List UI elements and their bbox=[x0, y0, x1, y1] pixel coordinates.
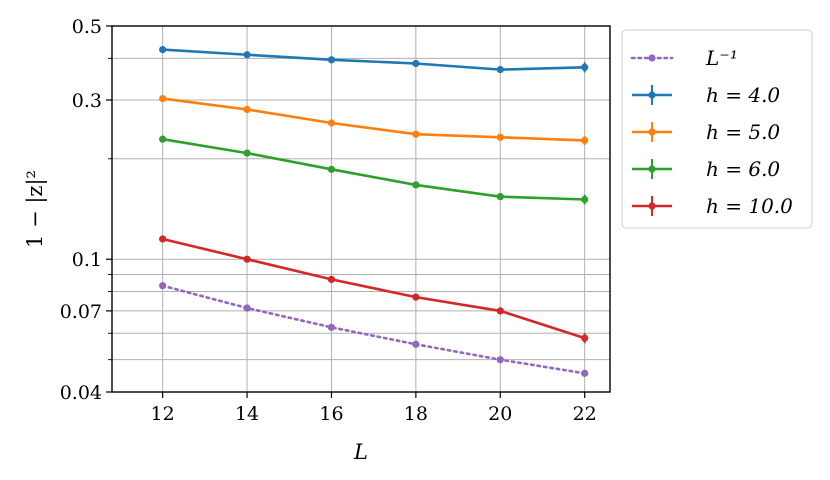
data-point bbox=[496, 133, 504, 141]
legend-entry: h = 6.0 bbox=[632, 157, 780, 181]
data-point bbox=[243, 51, 251, 59]
x-tick-label: 12 bbox=[151, 403, 175, 425]
x-tick-label: 22 bbox=[573, 403, 597, 425]
data-point bbox=[412, 59, 420, 68]
legend-swatch-marker bbox=[648, 165, 656, 173]
data-point bbox=[243, 255, 251, 263]
series-line bbox=[162, 97, 585, 142]
data-point bbox=[581, 369, 589, 377]
legend-entry: h = 5.0 bbox=[632, 120, 780, 144]
data-point bbox=[581, 63, 589, 71]
legend-label: h = 10.0 bbox=[706, 194, 793, 218]
y-axis-label: 1 − |z|² bbox=[23, 170, 48, 248]
ticks: 12 14 16 18 20 22 0.04 0.07 0.1 0.3 0.5 bbox=[60, 16, 597, 425]
data-point bbox=[412, 293, 420, 301]
data-point bbox=[412, 130, 420, 138]
series-4 bbox=[159, 235, 589, 344]
legend-entry: h = 10.0 bbox=[632, 194, 793, 218]
y-tick-label: 0.3 bbox=[72, 90, 102, 112]
data-point bbox=[159, 282, 167, 290]
data-point bbox=[159, 45, 167, 54]
data-point bbox=[327, 323, 336, 331]
legend-label: h = 5.0 bbox=[706, 120, 780, 144]
legend-frame bbox=[621, 29, 813, 229]
x-tick-label: 16 bbox=[319, 403, 343, 425]
y-tick-label: 0.04 bbox=[60, 382, 102, 404]
legend-label: h = 6.0 bbox=[706, 157, 780, 181]
series-0 bbox=[159, 282, 589, 377]
data-point bbox=[243, 149, 251, 157]
series-3 bbox=[159, 135, 589, 205]
data-point bbox=[327, 56, 336, 64]
y-tick-label: 0.1 bbox=[72, 249, 102, 271]
data-point bbox=[581, 136, 589, 145]
y-tick-label: 0.5 bbox=[72, 16, 102, 38]
grid bbox=[112, 25, 610, 393]
series-2 bbox=[159, 94, 589, 145]
legend-entry: L⁻¹ bbox=[630, 46, 738, 70]
legend-label: h = 4.0 bbox=[706, 83, 780, 107]
series-line bbox=[162, 237, 586, 340]
data-point bbox=[581, 195, 589, 204]
series-line bbox=[162, 48, 585, 71]
legend-entry: h = 4.0 bbox=[632, 83, 780, 107]
data-point bbox=[581, 334, 589, 342]
x-tick-label: 18 bbox=[404, 403, 428, 425]
x-axis-label: L bbox=[353, 440, 368, 464]
data-point bbox=[327, 275, 336, 284]
legend-swatch-marker bbox=[648, 91, 656, 99]
data-point bbox=[243, 105, 251, 114]
data-point bbox=[159, 235, 167, 243]
series-1 bbox=[159, 45, 589, 74]
data-point bbox=[327, 119, 336, 127]
data-point bbox=[327, 165, 336, 173]
plot-frame bbox=[111, 25, 611, 393]
x-tick-label: 20 bbox=[488, 403, 512, 425]
data-point bbox=[496, 66, 504, 74]
data-point bbox=[496, 193, 504, 201]
legend-swatch-marker bbox=[648, 202, 656, 210]
data-point bbox=[412, 181, 420, 189]
legend: L⁻¹ h = 4.0 h = 5.0 h = 6.0 h = 10.0 bbox=[621, 29, 813, 229]
data-point bbox=[496, 356, 504, 364]
series-line bbox=[161, 284, 586, 375]
legend-swatch-marker bbox=[648, 128, 656, 136]
series-line bbox=[162, 137, 585, 201]
data-point bbox=[159, 94, 167, 103]
y-tick-label: 0.07 bbox=[60, 301, 102, 323]
data-point bbox=[412, 340, 420, 348]
x-tick-label: 14 bbox=[235, 403, 259, 425]
data-point bbox=[243, 304, 251, 312]
series-group bbox=[159, 45, 589, 377]
data-point bbox=[496, 307, 504, 315]
legend-swatch-marker bbox=[648, 54, 656, 62]
data-point bbox=[159, 135, 167, 143]
legend-label: L⁻¹ bbox=[705, 46, 738, 70]
